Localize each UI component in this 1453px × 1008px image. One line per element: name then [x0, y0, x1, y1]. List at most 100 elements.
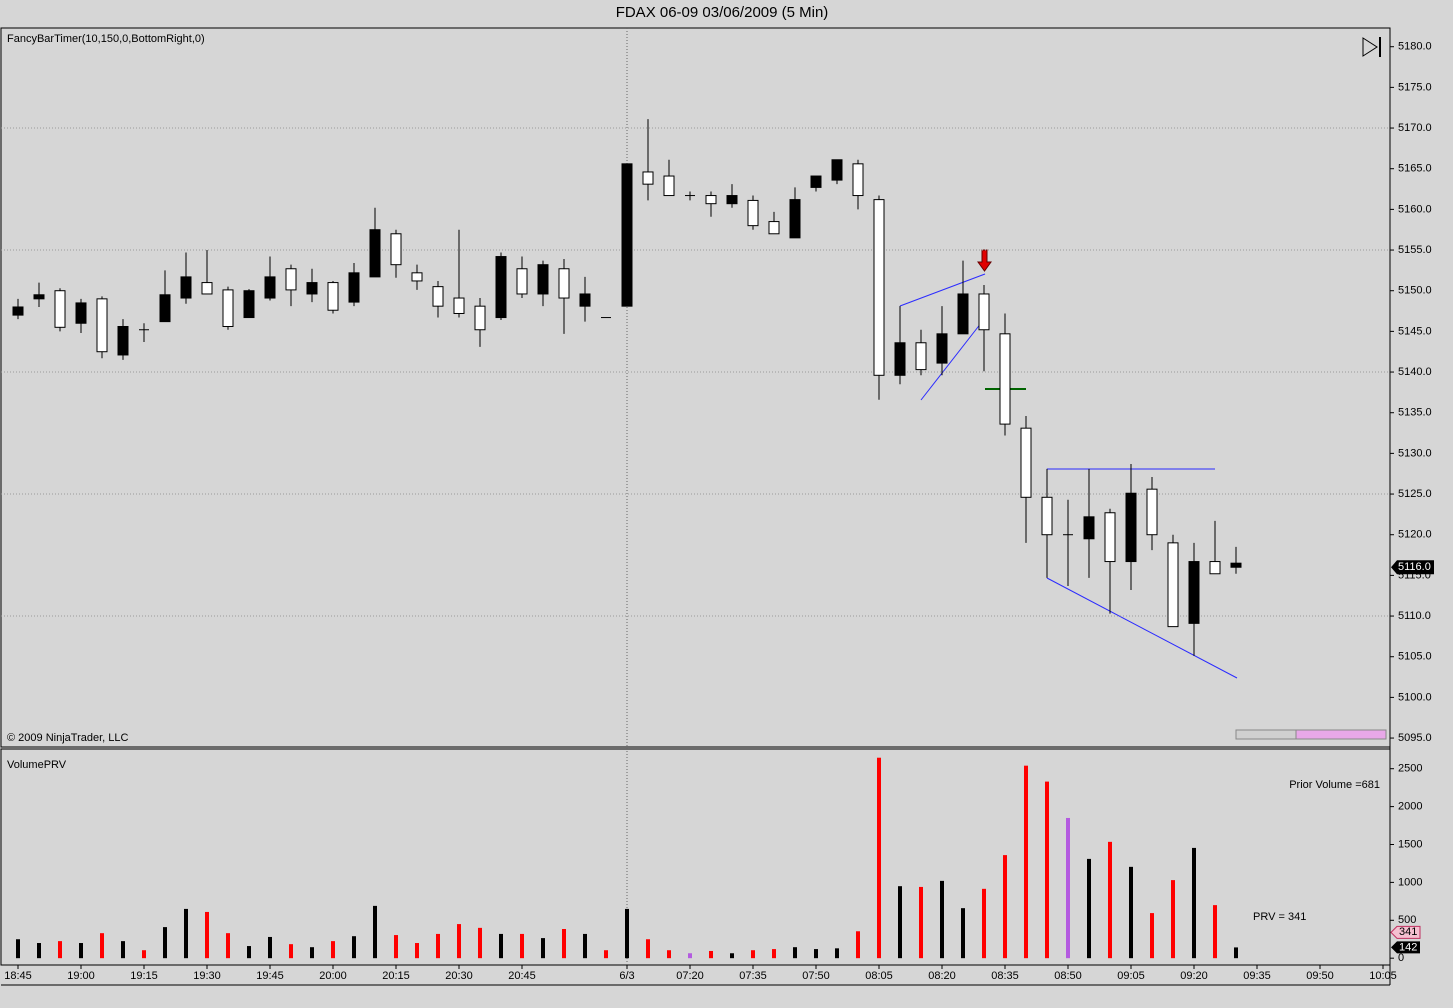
volume-bar: [814, 949, 818, 959]
volume-bar: [1129, 866, 1133, 959]
y-tick-label: 5125.0: [1398, 488, 1432, 500]
candle-body: [663, 175, 675, 197]
play-triangle[interactable]: [1362, 37, 1378, 57]
volume-bar: [1213, 905, 1217, 959]
x-tick-label: 19:00: [67, 970, 95, 982]
last-volume-label: 142: [1399, 941, 1417, 953]
candle-body: [306, 282, 318, 295]
candle-body: [1230, 562, 1242, 568]
x-tick-label: 07:50: [802, 970, 830, 982]
candle-body: [621, 163, 633, 307]
candle-body: [1104, 512, 1116, 563]
volume-bar: [247, 946, 251, 959]
candle-body: [831, 159, 843, 181]
volume-bar: [121, 941, 125, 959]
trend-line: [899, 273, 986, 307]
candle-body: [285, 268, 297, 291]
volume-bar: [1045, 781, 1049, 959]
volume-bar: [961, 908, 965, 959]
candle-body: [852, 163, 864, 197]
candle-body: [642, 171, 654, 185]
candle-body: [12, 306, 24, 316]
x-tick-label: 20:00: [319, 970, 347, 982]
candle-body: [1167, 542, 1179, 628]
last-price-label: 5116.0: [1398, 561, 1431, 573]
volume-bar: [100, 933, 104, 959]
timer-filled: [1295, 729, 1387, 740]
candle-body: [348, 272, 360, 303]
x-tick-label: 07:20: [676, 970, 704, 982]
candle-body: [411, 272, 423, 282]
candle-body: [1188, 561, 1200, 624]
play-icon[interactable]: [1362, 37, 1381, 57]
volume-bar: [583, 933, 587, 959]
prv-marker: [1390, 925, 1421, 939]
candle-body: [537, 264, 549, 295]
y-tick-label: 5120.0: [1398, 529, 1432, 541]
volume-bar: [1066, 817, 1070, 959]
y-tick-label: 5175.0: [1398, 81, 1432, 93]
volume-bar: [1192, 847, 1196, 959]
volume-bar: [415, 943, 419, 959]
y-tick-label: 5100.0: [1398, 691, 1432, 703]
volume-bar: [709, 950, 713, 959]
candle-body: [390, 233, 402, 266]
x-tick-label: 08:50: [1054, 970, 1082, 982]
volume-bar: [520, 933, 524, 959]
candle-body: [180, 276, 192, 299]
x-tick-label: 08:20: [928, 970, 956, 982]
y-tick-label: 0: [1398, 952, 1404, 964]
x-tick-label: 20:45: [508, 970, 536, 982]
candle-body: [516, 268, 528, 295]
y-tick-label: 5155.0: [1398, 244, 1432, 256]
volume-bar: [667, 950, 671, 959]
volume-bar: [331, 941, 335, 959]
volume-bar: [1150, 913, 1154, 959]
volume-bar: [835, 948, 839, 959]
indicator-label: FancyBarTimer(10,150,0,BottomRight,0): [7, 33, 205, 45]
candle-body: [243, 290, 255, 319]
x-tick-label: 09:50: [1306, 970, 1334, 982]
volume-bar: [688, 953, 692, 959]
candle-body: [432, 286, 444, 307]
volume-bar: [898, 886, 902, 959]
volume-bar: [310, 947, 314, 959]
volume-bar: [163, 927, 167, 959]
candle-body: [369, 229, 381, 278]
x-tick-label: 19:15: [130, 970, 158, 982]
candle-body: [222, 289, 234, 327]
volume-bar: [16, 939, 20, 959]
x-tick-label: 09:05: [1117, 970, 1145, 982]
volume-bar: [940, 880, 944, 959]
chart-title: FDAX 06-09 03/06/2009 (5 Min): [616, 4, 829, 21]
y-tick-label: 5130.0: [1398, 447, 1432, 459]
x-tick-label: 20:15: [382, 970, 410, 982]
volume-bar: [646, 939, 650, 959]
y-tick-label: 2000: [1398, 801, 1422, 813]
volume-bar: [625, 908, 629, 959]
candle-body: [1209, 561, 1221, 575]
x-tick-label: 08:35: [991, 970, 1019, 982]
volume-bar: [184, 908, 188, 959]
volume-bar: [436, 933, 440, 959]
volume-bar: [394, 935, 398, 959]
bar-timer: [1235, 729, 1387, 740]
arrow-down: [977, 249, 992, 272]
last-volume-marker: [1391, 941, 1420, 954]
candle-body: [873, 199, 885, 376]
y-tick-label: 5165.0: [1398, 163, 1432, 175]
x-tick-label: 6/3: [619, 970, 634, 982]
volume-bar: [730, 953, 734, 959]
volume-bar: [289, 944, 293, 959]
y-tick-label: 5095.0: [1398, 732, 1432, 744]
volume-bar: [457, 924, 461, 959]
volume-bar: [1024, 765, 1028, 959]
candle-body: [978, 293, 990, 331]
candle-body: [789, 199, 801, 239]
annotation: Prior Volume =681: [1289, 779, 1380, 791]
volume-bar: [982, 888, 986, 959]
volume-bar: [1003, 855, 1007, 959]
candle-body: [915, 342, 927, 371]
candle-body: [159, 294, 171, 323]
volume-bar: [541, 938, 545, 959]
